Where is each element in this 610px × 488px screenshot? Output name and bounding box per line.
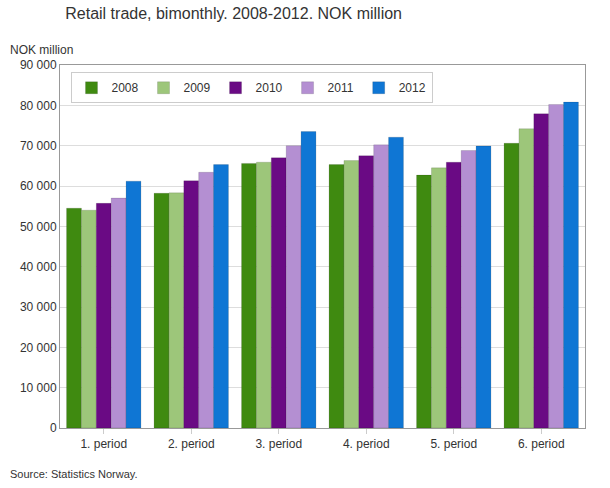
svg-text:50 000: 50 000	[20, 220, 57, 234]
svg-text:2012: 2012	[399, 81, 426, 95]
svg-text:2009: 2009	[184, 81, 211, 95]
svg-text:2010: 2010	[256, 81, 283, 95]
svg-text:70 000: 70 000	[20, 139, 57, 153]
svg-text:3. period: 3. period	[255, 437, 302, 451]
svg-text:40 000: 40 000	[20, 260, 57, 274]
svg-text:30 000: 30 000	[20, 300, 57, 314]
svg-text:2011: 2011	[328, 81, 354, 95]
svg-text:4. period: 4. period	[343, 437, 390, 451]
svg-text:90 000: 90 000	[20, 58, 57, 72]
svg-text:2008: 2008	[112, 81, 139, 95]
svg-text:2. period: 2. period	[168, 437, 215, 451]
svg-text:0: 0	[50, 421, 57, 435]
svg-text:5. period: 5. period	[430, 437, 477, 451]
svg-text:Retail trade, bimonthly. 2008-: Retail trade, bimonthly. 2008-2012. NOK …	[65, 5, 402, 22]
svg-text:80 000: 80 000	[20, 99, 57, 113]
svg-text:1. period: 1. period	[80, 437, 127, 451]
svg-text:10 000: 10 000	[20, 381, 57, 395]
svg-text:60 000: 60 000	[20, 179, 57, 193]
svg-text:20 000: 20 000	[20, 341, 57, 355]
svg-text:6. period: 6. period	[518, 437, 565, 451]
svg-text:NOK million: NOK million	[10, 43, 73, 57]
svg-text:Source: Statistics Norway.: Source: Statistics Norway.	[10, 468, 138, 480]
